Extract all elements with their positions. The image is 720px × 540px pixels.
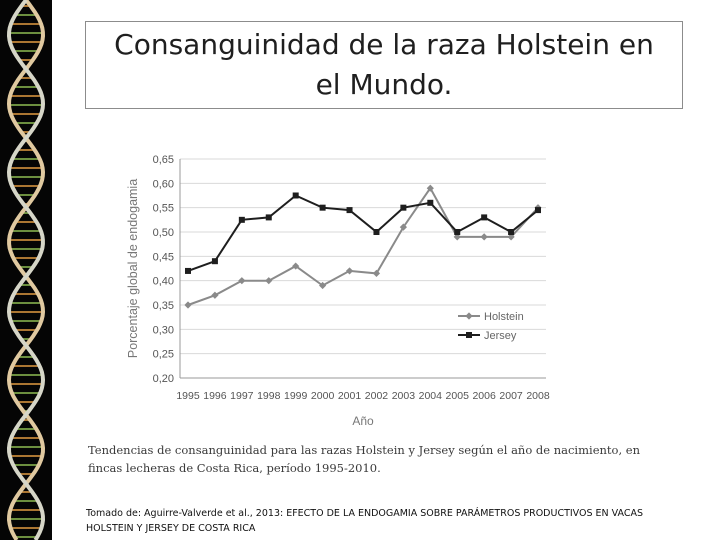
y-tick-label: 0,25 bbox=[153, 349, 174, 361]
data-point-holstein bbox=[345, 267, 354, 275]
dna-decoration bbox=[0, 0, 52, 540]
x-tick-label: 1996 bbox=[203, 390, 227, 402]
data-point-jersey bbox=[346, 207, 353, 214]
y-tick-label: 0,30 bbox=[153, 324, 174, 336]
dna-strand-b bbox=[6, 0, 46, 540]
x-tick-label: 2007 bbox=[499, 390, 523, 402]
y-tick-label: 0,45 bbox=[153, 251, 174, 263]
data-point-jersey bbox=[400, 204, 407, 211]
x-tick-label: 2002 bbox=[365, 390, 389, 402]
legend-label-holstein: Holstein bbox=[484, 311, 524, 323]
data-point-jersey bbox=[535, 207, 541, 214]
y-tick-label: 0,35 bbox=[153, 300, 174, 312]
y-tick-label: 0,55 bbox=[153, 203, 174, 215]
data-point-jersey bbox=[373, 229, 380, 235]
x-tick-label: 2000 bbox=[311, 390, 335, 402]
data-point-holstein bbox=[238, 277, 246, 285]
legend-label-jersey: Jersey bbox=[484, 330, 517, 342]
x-tick-label: 2004 bbox=[419, 390, 443, 402]
dna-strand-a bbox=[6, 0, 46, 540]
data-point-jersey bbox=[427, 199, 434, 206]
x-tick-label: 1995 bbox=[176, 390, 200, 402]
legend-marker bbox=[465, 312, 473, 320]
series-layer bbox=[184, 184, 542, 309]
legend-marker bbox=[466, 332, 472, 338]
x-tick-label: 2001 bbox=[338, 390, 362, 402]
data-point-jersey bbox=[319, 204, 326, 211]
x-tick-label: 1998 bbox=[257, 390, 281, 402]
axis-layer: 0,20 0,25 0,30 0,35 0,40 0,45 0,50 0,55 0,60 0,65… bbox=[126, 154, 550, 428]
data-point-holstein bbox=[399, 223, 407, 231]
data-point-holstein bbox=[426, 184, 434, 192]
y-tick-label: 0,40 bbox=[153, 276, 174, 288]
data-point-jersey bbox=[454, 229, 461, 235]
title-box: Consanguinidad de la raza Holstein en el… bbox=[85, 21, 683, 109]
series-line-jersey bbox=[187, 194, 539, 272]
x-tick-label: 2006 bbox=[472, 390, 496, 402]
x-tick-label: 2008 bbox=[526, 390, 550, 402]
chart-svg: 0,20 0,25 0,30 0,35 0,40 0,45 0,50 0,55 0,60 0,65… bbox=[126, 154, 550, 428]
y-axis-label: Porcentaje global de endogamia bbox=[126, 179, 140, 358]
series-line-holstein bbox=[187, 186, 539, 306]
data-point-holstein bbox=[265, 277, 273, 285]
x-tick-label: 1997 bbox=[230, 390, 254, 402]
data-point-holstein bbox=[372, 269, 381, 277]
source-citation: Tomado de: Aguirre-Valverde et al., 2013… bbox=[86, 508, 644, 534]
data-point-jersey bbox=[185, 267, 191, 274]
y-tick-label: 0,65 bbox=[153, 154, 174, 166]
grid-layer bbox=[180, 158, 546, 379]
data-point-holstein bbox=[211, 291, 219, 299]
data-point-jersey bbox=[238, 216, 245, 223]
data-point-jersey bbox=[292, 192, 299, 199]
data-point-jersey bbox=[508, 229, 515, 235]
data-point-jersey bbox=[265, 214, 272, 221]
x-tick-label: 1999 bbox=[284, 390, 308, 402]
inbreeding-chart: 0,20 0,25 0,30 0,35 0,40 0,45 0,50 0,55 0,60 0,65… bbox=[118, 145, 558, 439]
y-tick-label: 0,20 bbox=[153, 373, 174, 385]
data-point-holstein bbox=[184, 301, 192, 309]
data-point-holstein bbox=[507, 233, 515, 241]
y-tick-label: 0,60 bbox=[153, 178, 174, 190]
data-point-jersey bbox=[481, 214, 488, 221]
dna-helix-image bbox=[6, 0, 46, 540]
data-point-jersey bbox=[211, 258, 218, 265]
chart-caption: Tendencias de consanguinidad para las ra… bbox=[88, 443, 640, 475]
x-axis-label: Año bbox=[352, 414, 374, 428]
data-point-holstein bbox=[453, 233, 461, 241]
legend-layer: Holstein Jersey bbox=[458, 311, 524, 342]
y-tick-label: 0,50 bbox=[153, 227, 174, 239]
slide-title: Consanguinidad de la raza Holstein en el… bbox=[114, 28, 654, 101]
data-point-holstein bbox=[480, 233, 488, 241]
x-tick-label: 2005 bbox=[446, 390, 470, 402]
x-tick-label: 2003 bbox=[392, 390, 416, 402]
